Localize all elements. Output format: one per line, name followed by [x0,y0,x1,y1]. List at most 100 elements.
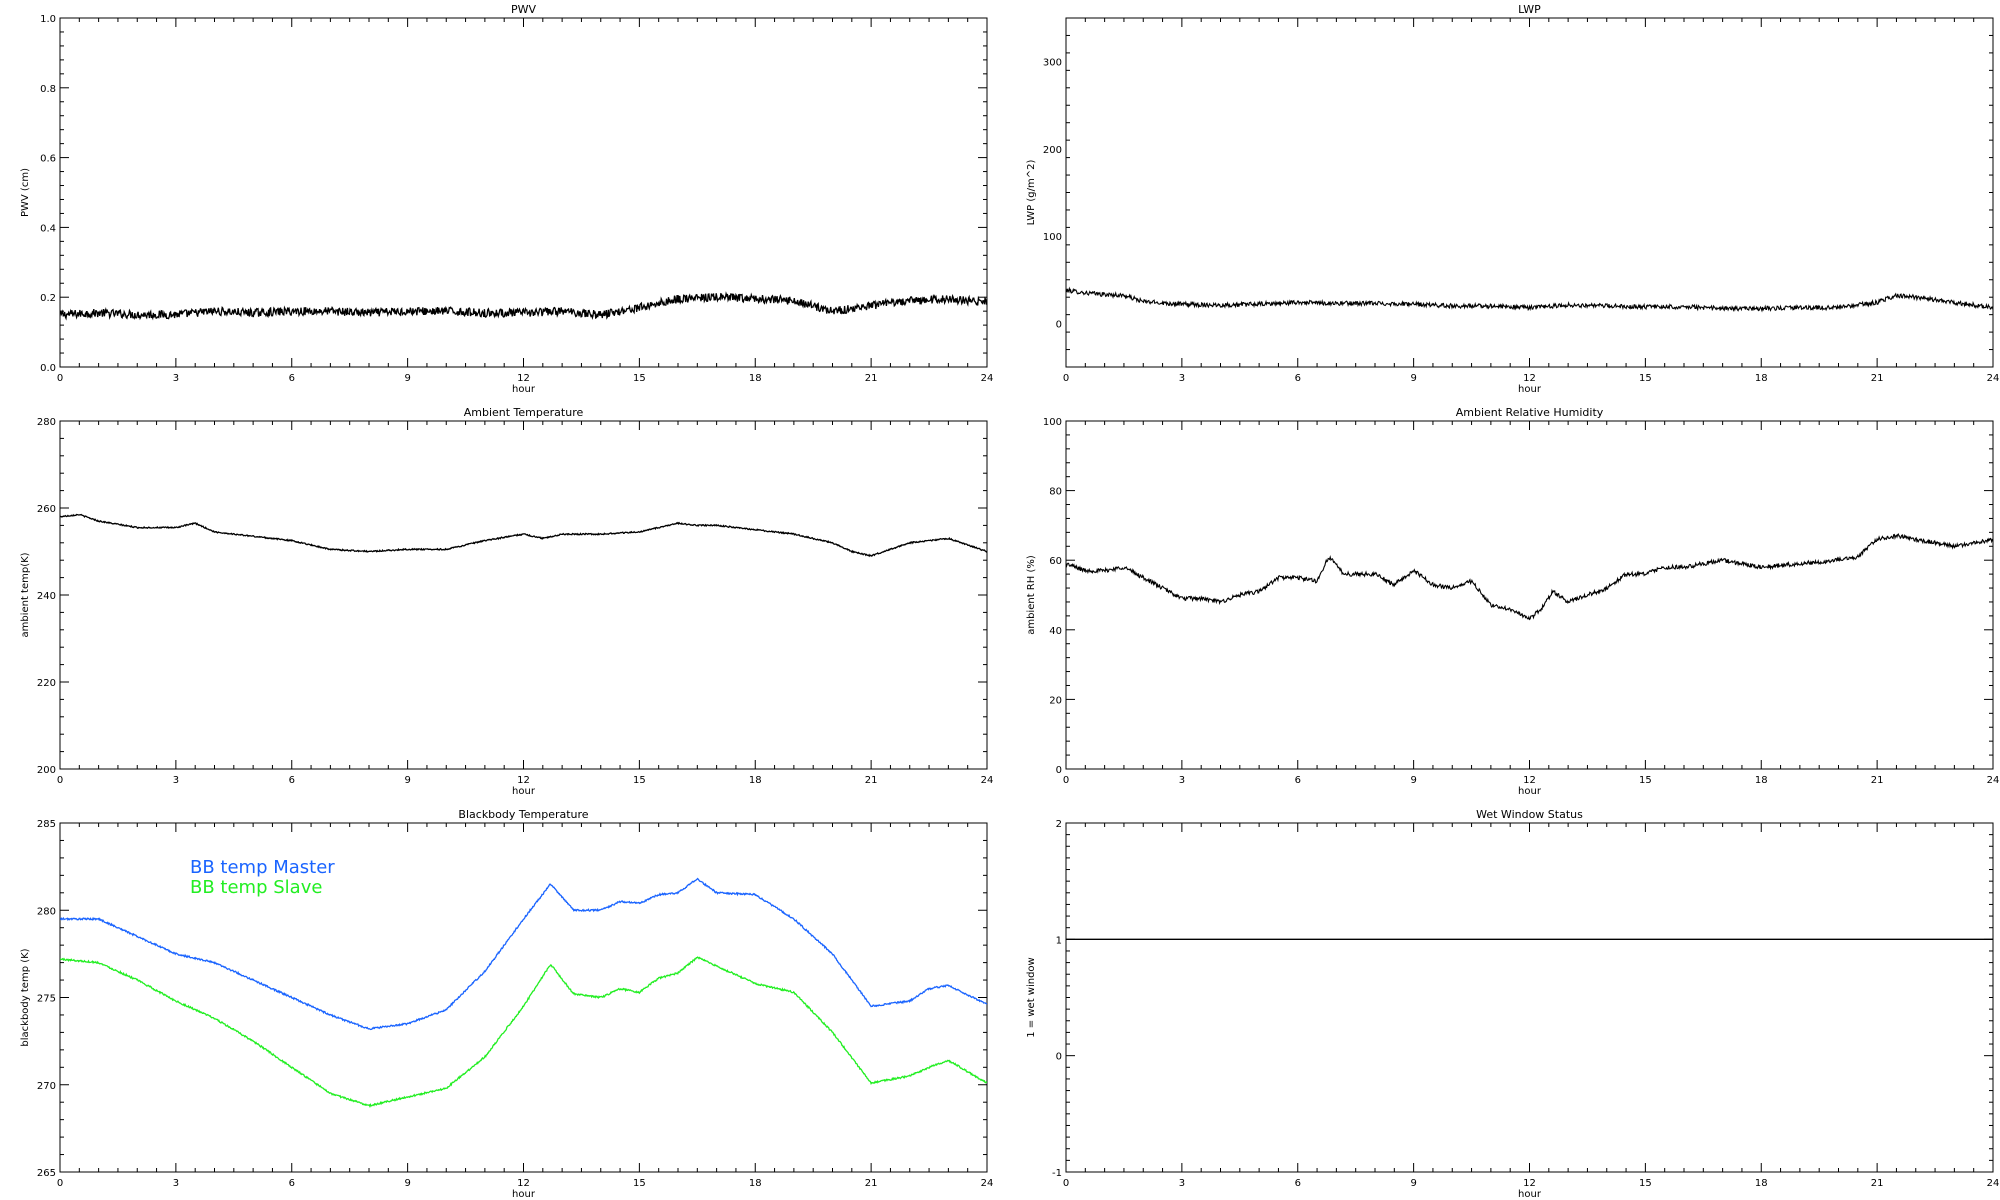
x-axis-label: hour [512,1189,536,1200]
x-tick-label: 0 [1063,373,1069,384]
panel-title: PWV [511,3,537,16]
x-tick-label: 15 [1639,1178,1652,1189]
x-tick-label: 3 [173,775,179,786]
panel-title: Ambient Relative Humidity [1456,406,1604,419]
x-tick-label: 9 [1410,775,1416,786]
x-tick-label: 12 [1523,775,1536,786]
y-tick-label: 2 [1056,819,1062,830]
y-tick-label: 0 [1056,319,1062,330]
x-tick-label: 21 [865,775,878,786]
y-tick-label: 1 [1056,935,1062,946]
x-axis-label: hour [1518,1189,1542,1200]
y-tick-label: 200 [37,765,56,776]
y-tick-label: 240 [37,591,56,602]
panel-4: 0 3 6 9 12 15 18 21 24 265 270 275 280 285 Blackbody T… [20,808,993,1200]
y-tick-label: 280 [37,906,56,917]
x-tick-label: 18 [1755,1178,1768,1189]
plot-frame [59,420,988,770]
x-tick-label: 15 [1639,775,1652,786]
panel-title: Blackbody Temperature [458,808,588,821]
x-axis-label: hour [1518,384,1542,395]
x-axis-label: hour [512,384,536,395]
y-tick-label: 0.2 [40,293,56,304]
panel-3: 0 3 6 9 12 15 18 21 24 0 20 40 60 80 100 Ambient Relati… [1026,406,1999,797]
x-tick-label: 21 [865,373,878,384]
y-tick-label: 0.6 [40,154,56,165]
y-tick-label: 60 [1049,556,1062,567]
y-tick-label: 0.8 [40,84,56,95]
x-tick-label: 15 [633,373,646,384]
plot-frame [59,17,988,368]
x-tick-label: 12 [517,1178,530,1189]
x-tick-label: 9 [1410,373,1416,384]
y-tick-label: 100 [1043,232,1062,243]
x-tick-label: 0 [57,1178,63,1189]
y-tick-label: -1 [1052,1168,1062,1179]
x-tick-label: 18 [749,1178,762,1189]
y-tick-label: 20 [1049,695,1062,706]
x-tick-label: 24 [1987,373,2000,384]
series-line-0 [60,513,987,558]
panel-title: Wet Window Status [1476,808,1583,821]
series-line-0 [1066,286,1993,313]
legend-entry: BB temp Master [190,857,335,878]
x-tick-label: 18 [749,775,762,786]
x-tick-label: 12 [1523,1178,1536,1189]
x-tick-label: 3 [1179,775,1185,786]
y-tick-label: 300 [1043,58,1062,69]
x-tick-label: 6 [289,373,295,384]
y-tick-label: 1.0 [40,14,56,25]
series-line-1 [60,956,987,1108]
x-tick-label: 15 [633,1178,646,1189]
y-axis-label: blackbody temp (K) [20,948,31,1046]
x-tick-label: 21 [865,1178,878,1189]
y-tick-label: 0 [1056,1052,1062,1063]
plot-frame [1065,822,1994,1173]
x-tick-label: 18 [749,373,762,384]
x-tick-label: 24 [981,1178,994,1189]
y-tick-label: 80 [1049,487,1062,498]
y-tick-label: 260 [37,504,56,515]
x-tick-label: 9 [404,1178,410,1189]
x-tick-label: 21 [1871,775,1884,786]
y-tick-label: 270 [37,1081,56,1092]
y-tick-label: 220 [37,678,56,689]
panel-title: Ambient Temperature [464,406,584,419]
series-line-0 [1066,533,1993,621]
plot-frame [1065,17,1994,368]
y-tick-label: 0.4 [40,223,56,234]
x-tick-label: 0 [57,373,63,384]
x-tick-label: 21 [1871,373,1884,384]
x-tick-label: 18 [1755,775,1768,786]
x-tick-label: 24 [1987,1178,2000,1189]
panel-0: 0 3 6 9 12 15 18 21 24 0.0 0.2 0.4 0.6 0.8 1.0 PWV hour P… [20,3,993,395]
x-tick-label: 9 [1410,1178,1416,1189]
x-tick-label: 0 [1063,1178,1069,1189]
x-tick-label: 0 [1063,775,1069,786]
x-axis-label: hour [512,786,536,797]
panel-2: 0 3 6 9 12 15 18 21 24 200 220 240 260 280 Ambient Tem… [20,406,993,797]
x-tick-label: 6 [289,775,295,786]
x-tick-label: 9 [404,373,410,384]
x-tick-label: 6 [1295,1178,1301,1189]
x-tick-label: 9 [404,775,410,786]
y-axis-label: ambient RH (%) [1026,555,1037,635]
x-tick-label: 6 [1295,373,1301,384]
x-tick-label: 3 [1179,373,1185,384]
x-tick-label: 21 [1871,1178,1884,1189]
y-axis-label: LWP (g/m^2) [1026,160,1037,226]
x-tick-label: 6 [289,1178,295,1189]
x-tick-label: 3 [173,373,179,384]
x-tick-label: 24 [981,373,994,384]
y-tick-label: 100 [1043,417,1062,428]
panel-title: LWP [1518,3,1541,16]
x-tick-label: 24 [1987,775,2000,786]
x-tick-label: 12 [1523,373,1536,384]
y-axis-label: ambient temp(K) [20,552,31,637]
x-tick-label: 15 [1639,373,1652,384]
x-tick-label: 12 [517,775,530,786]
y-axis-label: 1 = wet window [1026,957,1037,1037]
x-tick-label: 6 [1295,775,1301,786]
